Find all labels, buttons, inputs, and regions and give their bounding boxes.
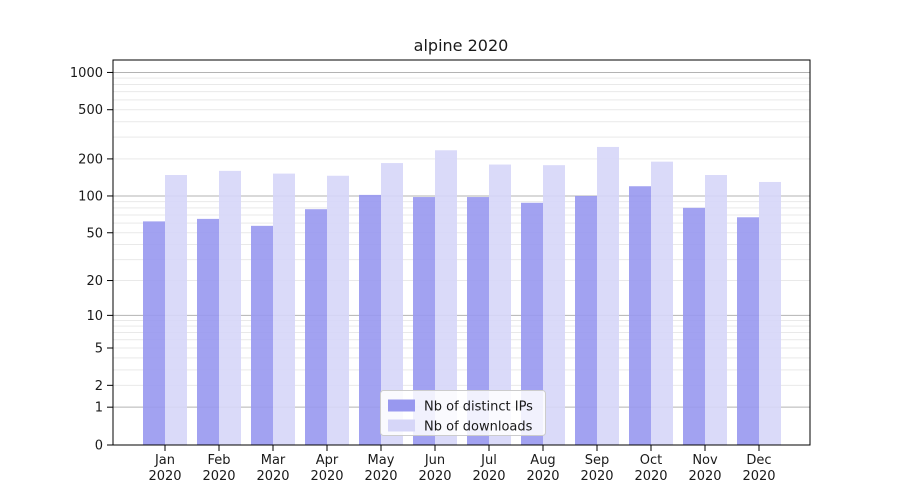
x-tick-label-oct: Oct [640, 453, 662, 468]
y-tick-label-20: 20 [86, 274, 103, 289]
bar-nb-of-downloads-apr [327, 175, 349, 445]
x-tick-label-year-jul: 2020 [472, 469, 505, 484]
x-tick-label-aug: Aug [530, 453, 555, 468]
bar-nb-of-distinct-ips-mar [251, 225, 273, 445]
x-tick-label-year-jun: 2020 [418, 469, 451, 484]
x-tick-label-feb: Feb [207, 453, 230, 468]
y-tick-label-2: 2 [95, 379, 103, 394]
y-tick-label-1: 1 [95, 401, 103, 416]
bar-nb-of-downloads-sep [597, 146, 619, 445]
y-tick-label-500: 500 [78, 103, 103, 118]
y-tick-label-5: 5 [95, 342, 103, 357]
x-tick-label-sep: Sep [585, 453, 610, 468]
legend-label-downloads: Nb of downloads [424, 420, 533, 435]
bar-nb-of-distinct-ips-nov [683, 207, 705, 445]
bars [143, 146, 781, 446]
y-tick-label-50: 50 [86, 226, 103, 241]
bar-nb-of-downloads-dec [759, 181, 781, 445]
x-tick-label-dec: Dec [746, 453, 771, 468]
bar-nb-of-downloads-jul [489, 164, 511, 445]
x-tick-label-year-dec: 2020 [742, 469, 775, 484]
x-tick-label-year-oct: 2020 [634, 469, 667, 484]
bar-nb-of-downloads-jun [435, 150, 457, 445]
bar-nb-of-distinct-ips-apr [305, 209, 327, 445]
x-tick-label-mar: Mar [261, 453, 286, 468]
y-tick-label-200: 200 [78, 152, 103, 167]
x-tick-label-apr: Apr [316, 453, 339, 468]
bar-nb-of-distinct-ips-jun [413, 197, 435, 445]
bar-nb-of-downloads-mar [273, 173, 295, 445]
bar-nb-of-downloads-feb [219, 170, 241, 446]
axis-tick-labels: 10005002001005020105210Jan2020Feb2020Mar… [70, 66, 776, 484]
bar-nb-of-downloads-oct [651, 161, 673, 445]
x-tick-label-year-sep: 2020 [580, 469, 613, 484]
plot-border [112, 59, 811, 446]
y-tick-label-10: 10 [86, 309, 103, 324]
x-tick-label-jun: Jun [424, 453, 445, 468]
legend-swatch-distinct-ips [388, 399, 415, 412]
x-tick-label-year-nov: 2020 [688, 469, 721, 484]
bar-nb-of-distinct-ips-sep [575, 195, 597, 445]
x-tick-label-year-aug: 2020 [526, 469, 559, 484]
x-tick-label-nov: Nov [692, 453, 718, 468]
legend-label-distinct-ips: Nb of distinct IPs [424, 400, 533, 415]
y-tick-label-100: 100 [78, 189, 103, 204]
x-tick-label-year-jan: 2020 [148, 469, 181, 484]
x-tick-label-year-feb: 2020 [202, 469, 235, 484]
bar-nb-of-distinct-ips-feb [197, 218, 219, 445]
legend: Nb of distinct IPs Nb of downloads [380, 390, 546, 436]
chart-title: alpine 2020 [414, 36, 509, 55]
x-tick-label-year-mar: 2020 [256, 469, 289, 484]
x-tick-label-may: May [368, 453, 395, 468]
bar-nb-of-downloads-may [381, 163, 403, 446]
legend-box [380, 390, 546, 436]
bar-nb-of-distinct-ips-aug [521, 202, 543, 445]
axis-ticks [107, 71, 760, 451]
x-tick-label-year-apr: 2020 [310, 469, 343, 484]
y-tick-label-0: 0 [95, 439, 103, 454]
bar-nb-of-downloads-nov [705, 175, 727, 445]
bar-nb-of-distinct-ips-may [359, 194, 381, 445]
y-tick-label-1000: 1000 [70, 66, 103, 81]
bar-nb-of-distinct-ips-jul [467, 197, 489, 445]
bar-nb-of-distinct-ips-jan [143, 221, 165, 445]
bar-nb-of-distinct-ips-dec [737, 217, 759, 445]
bar-nb-of-downloads-aug [543, 165, 565, 445]
x-tick-label-year-may: 2020 [364, 469, 397, 484]
bar-nb-of-distinct-ips-oct [629, 186, 651, 445]
bar-nb-of-downloads-jan [165, 175, 187, 445]
x-tick-label-jul: Jul [480, 453, 497, 468]
x-tick-label-jan: Jan [154, 453, 175, 468]
legend-swatch-downloads [388, 419, 415, 432]
